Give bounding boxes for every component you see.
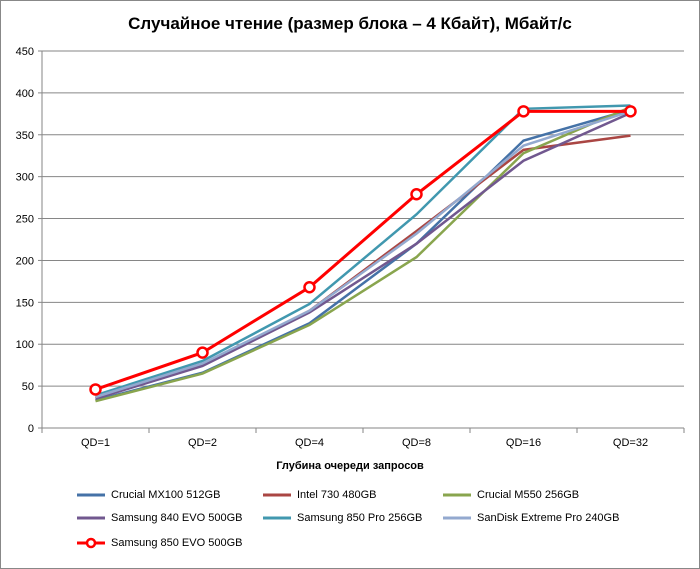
x-tick-label: QD=8 [402, 437, 431, 449]
legend-item: Crucial M550 256GB [443, 489, 579, 501]
y-tick-label: 250 [16, 214, 34, 226]
legend-label: Samsung 850 EVO 500GB [111, 537, 243, 549]
x-tick-label: QD=2 [188, 437, 217, 449]
legend-swatch [443, 493, 471, 497]
y-tick-label: 0 [28, 423, 34, 435]
x-tick-label: QD=4 [295, 437, 324, 449]
y-tick-label: 50 [22, 381, 34, 393]
legend-item: Crucial MX100 512GB [77, 489, 220, 501]
x-tick-label: QD=32 [613, 437, 648, 449]
data-point [196, 346, 209, 359]
series-line-0 [95, 108, 631, 402]
legend-label: Crucial M550 256GB [477, 489, 580, 501]
data-point [624, 105, 637, 118]
series-line-5 [95, 110, 631, 399]
legend-item: Samsung 850 EVO 500GB [77, 537, 242, 549]
y-tick-label: 150 [16, 297, 34, 309]
legend-swatch [263, 493, 291, 497]
legend-item: Samsung 840 EVO 500GB [77, 512, 242, 524]
y-tick-label: 200 [16, 255, 34, 267]
series-line-6 [95, 109, 631, 391]
legend-label: Samsung 840 EVO 500GB [111, 512, 243, 524]
legend-swatch [77, 516, 105, 520]
x-axis-label: Глубина очереди запросов [276, 460, 424, 472]
series-line-1 [95, 134, 631, 400]
legend-item: SanDisk Extreme Pro 240GB [443, 512, 619, 524]
legend-swatch [443, 516, 471, 520]
series-line-3 [95, 111, 632, 400]
x-tick-label: QD=1 [81, 437, 110, 449]
legend-swatch [263, 516, 291, 520]
legend-label: SanDisk Extreme Pro 240GB [477, 512, 620, 524]
series-line-2 [95, 105, 631, 403]
legend-swatch [77, 493, 105, 497]
data-point [517, 105, 530, 118]
data-point [303, 281, 316, 294]
y-tick-label: 300 [16, 172, 34, 184]
legend-label: Crucial MX100 512GB [111, 489, 221, 501]
series-line-4 [95, 104, 631, 397]
chart-title: Случайное чтение (размер блока – 4 Кбайт… [128, 14, 572, 33]
legend-swatch [77, 537, 105, 549]
y-tick-label: 450 [16, 46, 34, 58]
data-point [89, 383, 102, 396]
y-tick-label: 100 [16, 339, 34, 351]
y-tick-label: 400 [16, 88, 34, 100]
y-tick-label: 350 [16, 130, 34, 142]
legend-label: Intel 730 480GB [297, 489, 377, 501]
data-point [410, 188, 423, 201]
legend-item: Intel 730 480GB [263, 489, 377, 501]
legend-item: Samsung 850 Pro 256GB [263, 512, 422, 524]
x-tick-label: QD=16 [506, 437, 541, 449]
legend-label: Samsung 850 Pro 256GB [297, 512, 423, 524]
